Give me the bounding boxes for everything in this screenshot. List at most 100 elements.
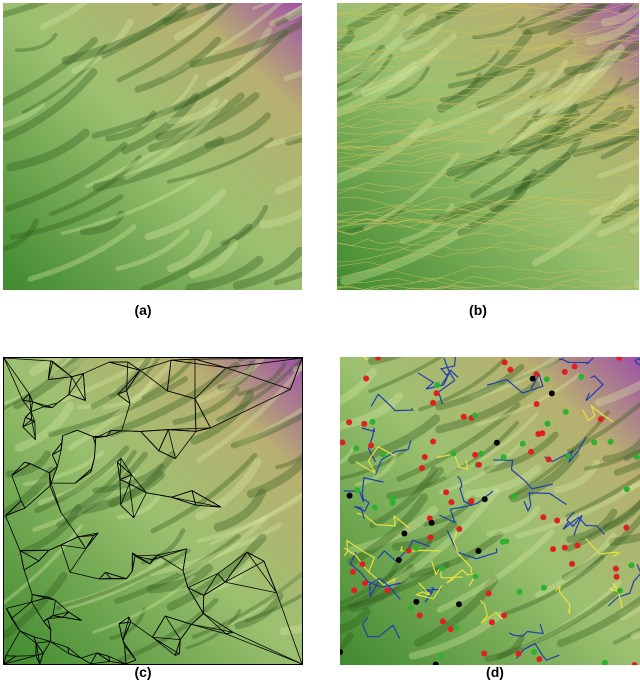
mesh-edge xyxy=(19,630,35,638)
mesh-edge xyxy=(85,532,99,550)
mesh-edge xyxy=(48,544,62,551)
mesh-edge xyxy=(117,462,132,476)
mesh-edge xyxy=(152,636,180,655)
mesh-edge xyxy=(67,647,82,659)
mesh-edge xyxy=(128,474,132,484)
mesh-edge xyxy=(52,449,62,456)
network-point xyxy=(507,366,514,373)
mesh-edge xyxy=(290,358,302,390)
mesh-edge xyxy=(60,544,86,550)
network-point xyxy=(375,357,382,361)
network-point xyxy=(565,453,572,460)
mesh-edge xyxy=(120,504,135,519)
mesh-edge xyxy=(158,450,176,460)
mesh-edge xyxy=(83,361,110,374)
mesh-edge xyxy=(24,461,31,464)
mesh-edge xyxy=(122,621,132,641)
mesh-edge xyxy=(25,416,35,422)
ridge-line xyxy=(479,600,503,624)
network-point xyxy=(493,439,500,446)
mesh-edge xyxy=(119,479,130,485)
mesh-edge xyxy=(152,636,176,656)
network-point xyxy=(501,612,508,619)
mesh-edge xyxy=(194,398,197,432)
mesh-edge xyxy=(22,399,33,403)
mesh-edge xyxy=(5,507,26,517)
mesh-edge xyxy=(52,611,69,617)
network-point xyxy=(346,492,353,499)
mesh-edge xyxy=(105,571,127,580)
mesh-edge xyxy=(116,458,122,463)
mesh-edge xyxy=(60,536,79,546)
mesh-edge xyxy=(170,359,227,369)
network-point xyxy=(501,359,508,366)
mesh-edge xyxy=(127,361,141,371)
mesh-edge xyxy=(203,573,219,596)
mesh-edge xyxy=(94,444,96,458)
network-point xyxy=(390,494,397,501)
panel-d-label: (d) xyxy=(486,664,504,680)
mesh-edge xyxy=(90,660,110,664)
mesh-edge xyxy=(50,641,69,648)
mesh-edge xyxy=(210,389,291,429)
network-point xyxy=(554,517,561,524)
ridge-line xyxy=(609,582,623,609)
mesh-edge xyxy=(33,636,51,642)
mesh-edge xyxy=(74,468,93,484)
mesh-edge xyxy=(126,570,133,579)
mesh-edge xyxy=(30,463,50,474)
mesh-edge xyxy=(61,435,64,443)
mesh-edge xyxy=(168,429,196,432)
network-point xyxy=(561,368,568,375)
mesh-edge xyxy=(4,358,24,401)
mesh-edge xyxy=(24,485,51,509)
network-point xyxy=(432,661,439,665)
network-point xyxy=(427,534,434,541)
mesh-edge xyxy=(108,655,127,664)
network-point xyxy=(475,548,482,555)
mesh-edge xyxy=(226,358,302,369)
mesh-edge xyxy=(32,401,53,408)
network-point xyxy=(613,573,620,580)
mesh-edge xyxy=(276,592,302,664)
mesh-edge xyxy=(121,430,141,432)
mesh-edge xyxy=(48,596,56,601)
network-points xyxy=(340,357,640,665)
mesh-edge xyxy=(77,429,96,439)
mesh-edge xyxy=(50,466,58,484)
mesh-edge xyxy=(117,394,131,404)
network-point xyxy=(569,560,576,567)
network-point xyxy=(389,499,396,506)
mesh-edge xyxy=(15,655,36,657)
mesh-edge xyxy=(175,431,197,459)
mesh-edge xyxy=(11,601,32,619)
mesh-edge xyxy=(105,572,111,579)
network-point xyxy=(533,371,540,378)
mesh-edge xyxy=(122,640,125,646)
network-point xyxy=(434,382,441,389)
network-point xyxy=(380,451,387,458)
mesh-edge xyxy=(4,655,7,664)
network-point xyxy=(395,557,402,564)
ridge-line xyxy=(414,582,443,600)
network-point xyxy=(349,568,356,575)
mesh-edge xyxy=(30,406,45,412)
channel-line xyxy=(515,642,560,661)
mesh-edge xyxy=(194,398,211,429)
terrain-image-a xyxy=(3,3,302,290)
ridge-line xyxy=(452,531,473,573)
network-point xyxy=(562,408,569,415)
terrain-image-b xyxy=(337,3,639,290)
mesh-edge xyxy=(48,376,72,381)
contour-lines xyxy=(337,3,639,290)
mesh-edge xyxy=(5,515,21,551)
mesh-edge xyxy=(52,600,56,616)
mesh-edge xyxy=(93,532,99,536)
mesh-edge xyxy=(60,442,63,450)
mesh-edge xyxy=(203,581,226,596)
mesh-edge xyxy=(157,548,187,556)
mesh-edge xyxy=(80,652,98,659)
network-point xyxy=(416,612,423,619)
mesh-edge xyxy=(167,429,176,459)
network-point xyxy=(591,439,598,446)
